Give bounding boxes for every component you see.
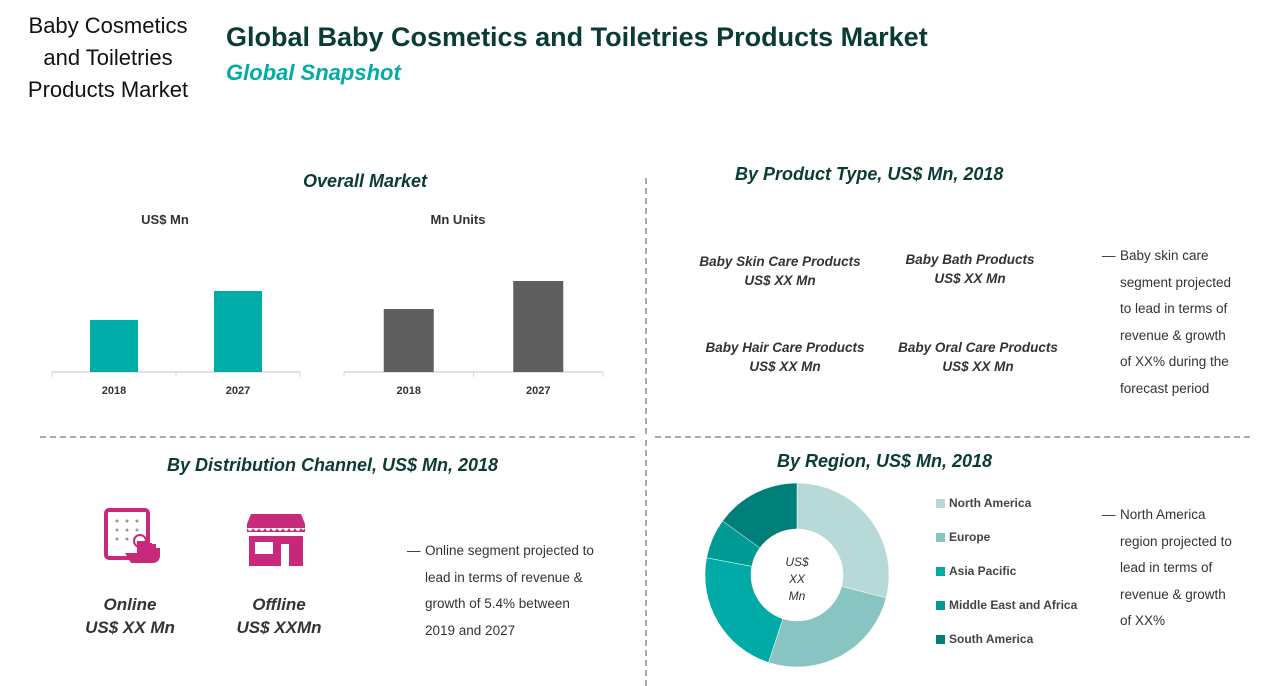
tick-label: 2018 (397, 385, 421, 397)
legend-swatch (936, 634, 945, 644)
overall-heading: Overall Market (302, 171, 428, 191)
legend-item: Europe (936, 520, 1077, 554)
bar-2018 (90, 320, 138, 372)
product-heading: By Product Type, US$ Mn, 2018 (735, 164, 1004, 184)
overall-bar-charts: US$ Mn 2018 2027 Mn Units 2018 2027 (51, 212, 604, 397)
legend-swatch (936, 532, 945, 542)
tick-label: 2018 (102, 385, 126, 397)
bar-chart-title: US$ Mn (141, 212, 189, 227)
region-note: — North America region projected to lead i… (1102, 507, 1232, 628)
region-heading: By Region, US$ Mn, 2018 (777, 451, 993, 471)
region-legend: North America Europe Asia Pacific Middle Ea… (936, 486, 1077, 656)
product-note: — Baby skin care segment projected to lead… (1102, 248, 1232, 396)
legend-item: Middle East and Africa (936, 588, 1077, 622)
legend-item: South America (936, 622, 1077, 656)
touch-tablet-icon (104, 508, 160, 563)
bar-2027 (214, 291, 262, 372)
product-bath: Baby Bath Products US$ XX Mn (905, 252, 1035, 286)
donut-slice-north-america (796, 482, 890, 599)
page-subtitle: Global Snapshot (226, 60, 401, 85)
tick-label: 2027 (226, 385, 250, 397)
donut-slice-asia-pacific (704, 557, 784, 663)
legend-label: Middle East and Africa (949, 598, 1078, 612)
legend-item: North America (936, 486, 1077, 520)
legend-swatch (936, 498, 945, 508)
divider (655, 436, 1250, 438)
bar-2027 (513, 281, 564, 372)
donut-slice-europe (768, 586, 887, 668)
legend-swatch (936, 566, 945, 576)
product-skin-care: Baby Skin Care Products US$ XX Mn (699, 254, 861, 288)
legend-label: Asia Pacific (949, 564, 1017, 578)
divider (645, 440, 647, 686)
donut-center-label: US$ XX Mn (785, 555, 809, 603)
divider (645, 178, 647, 434)
bar-2018 (383, 309, 434, 372)
product-hair-care: Baby Hair Care Products US$ XX Mn (705, 340, 865, 374)
product-oral-care: Baby Oral Care Products US$ XX Mn (898, 340, 1058, 374)
distribution-heading: By Distribution Channel, US$ Mn, 2018 (167, 455, 499, 475)
channel-online: Online US$ XX Mn (85, 595, 175, 637)
side-title: Baby Cosmetics and Toiletries Products M… (27, 13, 189, 102)
donut-slice-south-america (722, 482, 798, 549)
distribution-note: — Online segment projected to lead in ter… (407, 543, 594, 638)
channel-offline: Offline US$ XXMn (236, 595, 322, 637)
legend-label: South America (949, 632, 1034, 646)
divider (40, 436, 635, 438)
bar-chart-title: Mn Units (431, 212, 486, 227)
legend-item: Asia Pacific (936, 554, 1077, 588)
region-donut-chart (704, 482, 890, 668)
legend-label: Europe (949, 530, 991, 544)
legend-label: North America (949, 496, 1032, 510)
page-title: Global Baby Cosmetics and Toiletries Pro… (226, 22, 928, 52)
legend-swatch (936, 600, 945, 610)
storefront-icon (247, 514, 305, 566)
tick-label: 2027 (526, 385, 550, 397)
